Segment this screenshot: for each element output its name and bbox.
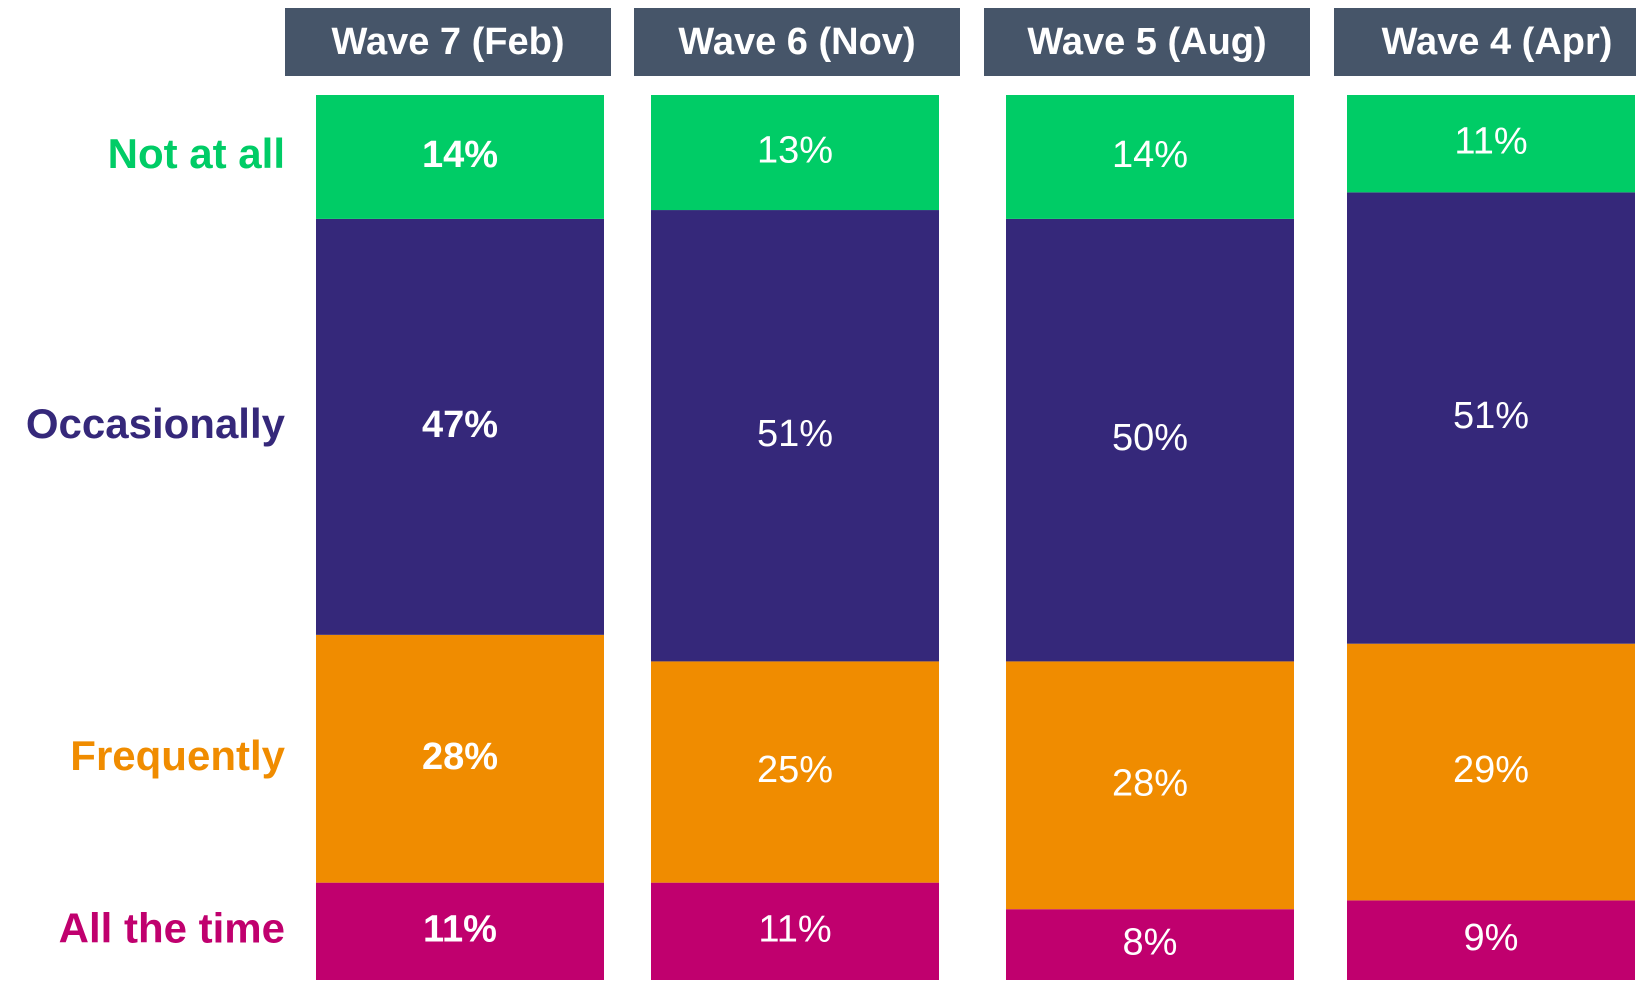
bar-segment bbox=[1006, 661, 1294, 910]
bar-segment bbox=[316, 634, 604, 883]
column-header: Wave 5 (Aug) bbox=[1027, 21, 1266, 63]
value-label: 8% bbox=[1123, 922, 1178, 964]
bar-segment bbox=[316, 95, 604, 219]
header-box bbox=[1334, 8, 1636, 76]
column-header: Wave 7 (Feb) bbox=[332, 21, 565, 63]
bar-segment bbox=[1347, 192, 1635, 644]
value-label: 13% bbox=[757, 130, 833, 172]
bar-segment bbox=[651, 95, 939, 211]
bar-segment bbox=[316, 218, 604, 635]
value-label: 14% bbox=[1112, 134, 1188, 176]
header-box bbox=[285, 8, 611, 76]
bar-segment bbox=[316, 882, 604, 980]
legend-label: All the time bbox=[59, 904, 285, 951]
value-label: 28% bbox=[422, 736, 498, 778]
legend-label: Occasionally bbox=[26, 400, 286, 447]
value-label: 50% bbox=[1112, 417, 1188, 459]
header-box bbox=[984, 8, 1310, 76]
value-label: 11% bbox=[758, 908, 831, 950]
legend-label: Frequently bbox=[70, 732, 285, 779]
column-header: Wave 4 (Apr) bbox=[1382, 21, 1613, 63]
bar-segment bbox=[1347, 643, 1635, 901]
bar-segment bbox=[651, 661, 939, 883]
bar-segment bbox=[1006, 909, 1294, 980]
value-label: 9% bbox=[1464, 917, 1519, 959]
value-label: 25% bbox=[757, 749, 833, 791]
value-label: 28% bbox=[1112, 762, 1188, 804]
bar-segment bbox=[1006, 218, 1294, 662]
column-header: Wave 6 (Nov) bbox=[678, 21, 915, 63]
legend-label: Not at all bbox=[108, 130, 285, 177]
bar-segment bbox=[1347, 900, 1635, 980]
header-box bbox=[634, 8, 960, 76]
value-label: 11% bbox=[1454, 121, 1527, 163]
value-label: 51% bbox=[757, 413, 833, 455]
value-label: 29% bbox=[1453, 749, 1529, 791]
value-label: 11% bbox=[423, 908, 497, 950]
bar-segment bbox=[651, 210, 939, 662]
bar-segment bbox=[651, 882, 939, 980]
value-label: 47% bbox=[422, 404, 498, 446]
value-label: 51% bbox=[1453, 395, 1529, 437]
bar-segment bbox=[1006, 95, 1294, 219]
value-label: 14% bbox=[422, 134, 498, 176]
bar-segment bbox=[1347, 95, 1635, 193]
